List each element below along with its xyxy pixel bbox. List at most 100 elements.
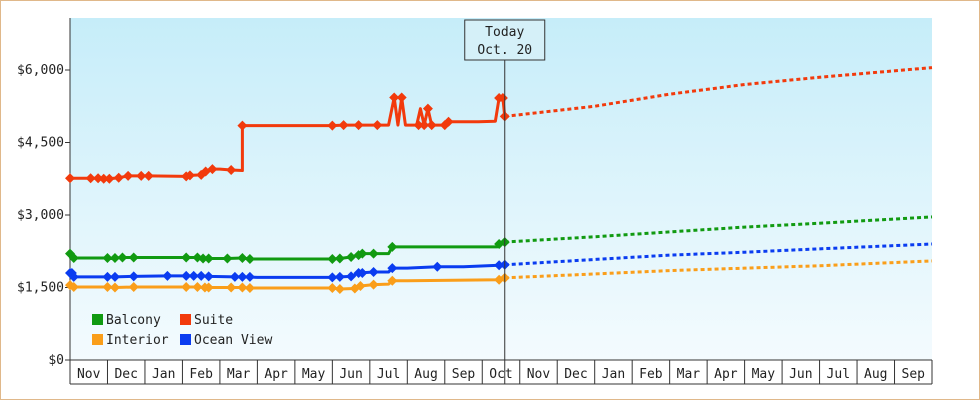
suite-data-point[interactable] (413, 120, 424, 131)
interior-data-point[interactable] (355, 281, 366, 292)
balcony-data-point[interactable] (117, 252, 128, 263)
interior-data-point[interactable] (102, 282, 113, 293)
legend-swatch-balcony (92, 314, 103, 325)
suite-data-point[interactable] (184, 170, 195, 181)
y-tick-label: $4,500 (17, 136, 64, 151)
ocean-view-data-point[interactable] (181, 270, 192, 281)
balcony-data-point[interactable] (368, 248, 379, 259)
month-label: Feb (639, 367, 663, 382)
ocean-view-data-point[interactable] (432, 261, 443, 272)
ocean-view-data-point[interactable] (196, 270, 207, 281)
ocean-view-data-point[interactable] (128, 271, 139, 282)
today-date: Oct. 20 (477, 43, 532, 58)
interior-data-point[interactable] (368, 279, 379, 290)
interior-data-point[interactable] (387, 275, 398, 286)
legend-label-ocean-view: Ocean View (194, 333, 272, 348)
ocean-view-data-point[interactable] (327, 272, 338, 283)
interior-data-point[interactable] (181, 282, 192, 293)
balcony-data-point[interactable] (181, 252, 192, 263)
ocean-view-data-point[interactable] (109, 271, 120, 282)
interior-data-point[interactable] (226, 282, 237, 293)
suite-data-point[interactable] (98, 173, 109, 184)
balcony-data-point[interactable] (357, 248, 368, 259)
month-label: Oct (489, 367, 512, 382)
interior-data-point[interactable] (327, 282, 338, 293)
suite-data-point[interactable] (327, 120, 338, 131)
suite-data-point[interactable] (419, 120, 430, 131)
ocean-view-data-point[interactable] (188, 270, 199, 281)
month-label: May (302, 367, 326, 382)
balcony-data-point[interactable] (102, 253, 113, 264)
suite-data-point[interactable] (237, 120, 248, 131)
ocean-view-data-point[interactable] (346, 271, 357, 282)
suite-data-point[interactable] (497, 93, 508, 104)
ocean-view-data-point[interactable] (229, 271, 240, 282)
month-label: Aug (414, 367, 437, 382)
ocean-view-data-point[interactable] (162, 270, 173, 281)
interior-data-point[interactable] (244, 282, 255, 293)
balcony-data-point[interactable] (109, 253, 120, 264)
balcony-data-point[interactable] (128, 252, 139, 263)
suite-data-point[interactable] (65, 173, 75, 184)
ocean-view-data-point[interactable] (334, 271, 345, 282)
interior-data-point[interactable] (192, 282, 203, 293)
month-label: Feb (189, 367, 213, 382)
suite-data-point[interactable] (104, 173, 115, 184)
suite-data-point[interactable] (93, 173, 104, 184)
ocean-view-data-point[interactable] (387, 263, 398, 274)
month-label: Dec (564, 367, 587, 382)
ocean-view-data-point[interactable] (244, 271, 255, 282)
suite-data-point[interactable] (338, 120, 349, 131)
balcony-data-point[interactable] (334, 253, 345, 264)
suite-data-point[interactable] (422, 103, 433, 114)
balcony-data-point[interactable] (203, 253, 214, 264)
suite-data-point[interactable] (443, 116, 454, 127)
suite-data-point[interactable] (113, 172, 124, 183)
suite-data-point[interactable] (389, 92, 400, 103)
month-label: Jan (152, 367, 175, 382)
balcony-data-point[interactable] (244, 253, 255, 264)
suite-data-point[interactable] (226, 165, 237, 176)
balcony-data-point[interactable] (346, 252, 357, 263)
ocean-view-data-point[interactable] (237, 271, 248, 282)
month-label: Mar (227, 367, 251, 382)
ocean-view-data-point[interactable] (494, 260, 505, 271)
suite-data-point[interactable] (353, 120, 364, 131)
interior-data-point[interactable] (334, 283, 345, 294)
suite-data-point[interactable] (372, 120, 383, 131)
y-tick-label: $6,000 (17, 63, 64, 78)
suite-data-point[interactable] (143, 170, 154, 181)
legend-swatch-interior (92, 334, 103, 345)
balcony-data-point[interactable] (198, 253, 209, 264)
balcony-data-point[interactable] (387, 241, 398, 252)
balcony-data-point[interactable] (68, 253, 79, 264)
suite-data-point[interactable] (123, 170, 134, 181)
suite-data-point[interactable] (85, 173, 96, 184)
ocean-view-data-point[interactable] (102, 271, 113, 282)
y-axis: $0 $1,500 $3,000 $4,500 $6,000 (17, 18, 71, 368)
ocean-view-data-point[interactable] (368, 267, 379, 278)
month-label: Jun (789, 367, 812, 382)
balcony-data-point[interactable] (237, 253, 248, 264)
interior-data-point[interactable] (237, 282, 248, 293)
suite-data-point[interactable] (396, 92, 407, 103)
interior-data-point[interactable] (203, 282, 214, 293)
balcony-data-point[interactable] (327, 253, 338, 264)
legend-label-interior: Interior (106, 333, 169, 348)
balcony-data-point[interactable] (222, 253, 233, 264)
interior-data-point[interactable] (68, 282, 79, 293)
suite-data-point[interactable] (136, 170, 147, 181)
ocean-view-data-point[interactable] (203, 271, 214, 282)
month-label: May (752, 367, 776, 382)
interior-data-point[interactable] (128, 282, 139, 293)
month-label: Jul (377, 367, 400, 382)
suite-data-point[interactable] (426, 120, 437, 131)
interior-data-point[interactable] (109, 282, 120, 293)
ocean-view-data-point[interactable] (68, 271, 79, 282)
suite-data-point[interactable] (207, 164, 218, 175)
series-layer (65, 66, 933, 294)
legend-swatch-ocean-view (180, 334, 191, 345)
month-label: Jun (339, 367, 362, 382)
ocean-view-data-point[interactable] (357, 268, 368, 278)
